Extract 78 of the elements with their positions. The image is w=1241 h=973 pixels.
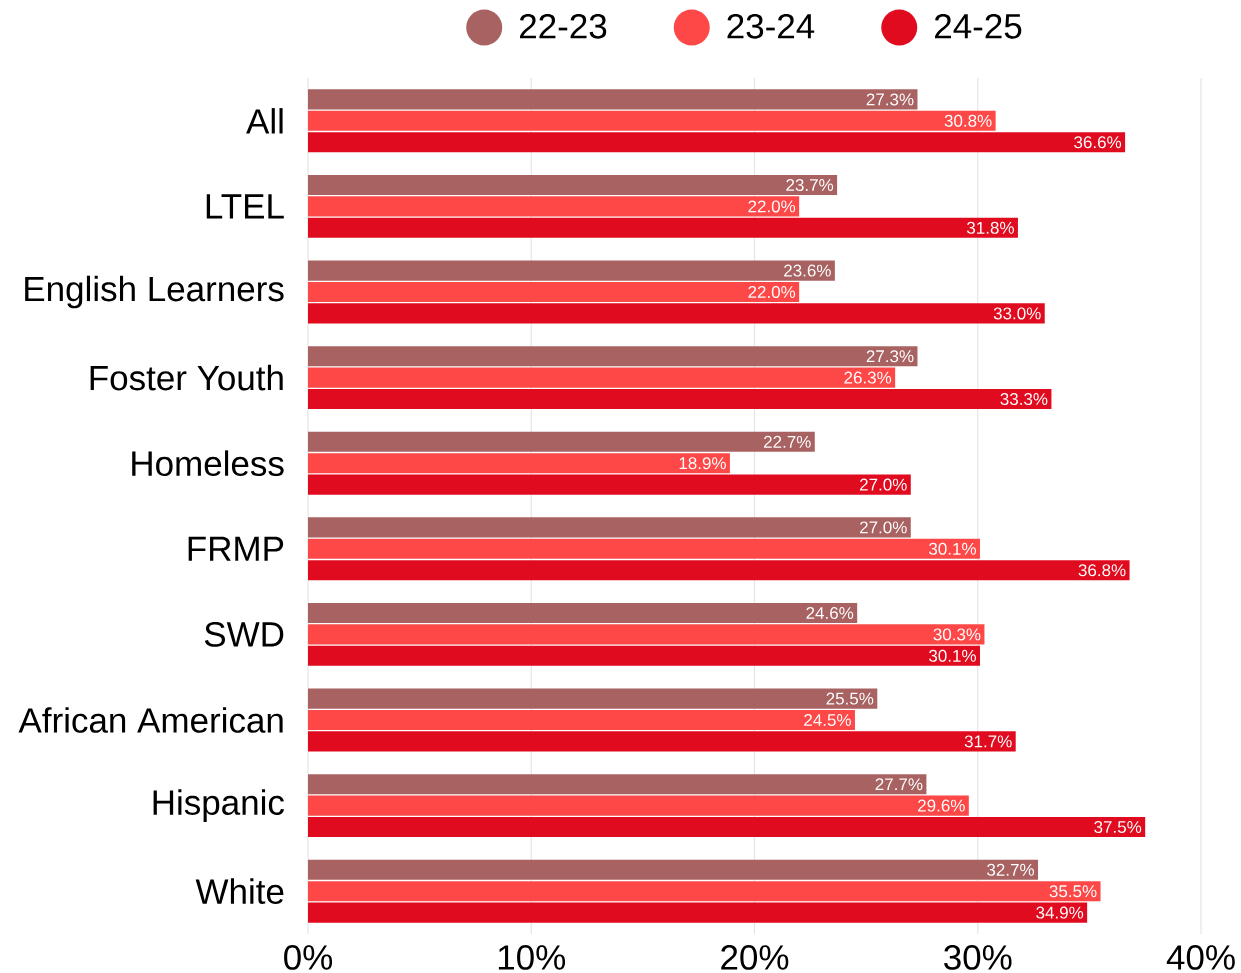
y-tick-label: African American: [18, 707, 283, 733]
y-tick-label: All: [246, 108, 283, 134]
y-tick-label: Hispanic: [153, 789, 284, 822]
y-tick-label: Foster Youth: [90, 364, 283, 391]
bar: [308, 388, 1052, 410]
y-tick-label: LTEL: [206, 194, 284, 219]
data-label: 37.5%: [1094, 820, 1142, 834]
data-label: 26.3%: [844, 371, 892, 384]
data-label: 30.1%: [929, 542, 976, 555]
bar: [308, 859, 1039, 880]
x-tick-label: 30%: [944, 945, 1012, 970]
y-tick-label: White: [195, 878, 284, 905]
bar: [308, 217, 1018, 238]
data-label: 27.7%: [875, 778, 923, 791]
data-label: 33.0%: [993, 307, 1041, 320]
legend-label: 23-24: [727, 13, 815, 39]
bar: [308, 303, 1045, 324]
data-label: 23.7%: [786, 179, 834, 192]
bar: [308, 431, 815, 452]
bar: [308, 816, 1146, 838]
x-tick-label: 0%: [284, 945, 333, 970]
bar: [308, 538, 980, 559]
bar: [308, 281, 800, 303]
data-label: 22.0%: [748, 200, 796, 213]
data-label: 22.0%: [748, 286, 796, 299]
data-label: 27.3%: [866, 350, 914, 363]
data-label: 36.8%: [1078, 564, 1126, 577]
bar: [308, 196, 800, 217]
data-label: 27.0%: [860, 521, 907, 534]
bar: [308, 602, 858, 624]
bar: [308, 110, 996, 131]
bar: [308, 474, 911, 495]
data-label: 24.6%: [806, 607, 854, 620]
data-label: 35.5%: [1049, 885, 1097, 898]
data-label: 31.7%: [964, 735, 1012, 748]
y-tick-label: SWD: [204, 622, 284, 647]
y-tick-label: English Learners: [25, 275, 284, 309]
bar: [308, 517, 911, 538]
data-label: 32.7%: [987, 863, 1035, 876]
data-label: 27.0%: [860, 478, 907, 491]
bar: [308, 624, 985, 645]
bar: [308, 774, 927, 795]
legend-label: 22-23: [519, 13, 607, 39]
y-tick-label: FRMP: [188, 536, 284, 561]
data-label: 24.5%: [804, 714, 851, 727]
data-label: 30.3%: [933, 628, 981, 641]
data-label: 18.9%: [679, 457, 726, 470]
x-tick-label: 20%: [721, 945, 789, 970]
data-label: 30.8%: [944, 114, 992, 127]
bar: [308, 89, 918, 110]
data-label: 25.5%: [826, 692, 874, 705]
data-label: 34.9%: [1036, 906, 1084, 919]
bar: [308, 346, 918, 367]
bar: [308, 688, 878, 709]
data-label: 23.6%: [784, 264, 831, 277]
data-label: 30.1%: [929, 649, 976, 662]
bar: [308, 902, 1088, 923]
bar: [308, 453, 730, 474]
bar: [308, 174, 838, 196]
data-label: 29.6%: [918, 799, 965, 812]
bar: [308, 132, 1126, 153]
x-tick-label: 40%: [1166, 945, 1235, 970]
bar: [308, 731, 1016, 752]
bar: [308, 881, 1101, 902]
bar: [308, 645, 980, 666]
bar: [308, 709, 855, 731]
bar: [308, 367, 896, 388]
bar: [308, 260, 835, 281]
y-tick-label: Homeless: [132, 450, 284, 477]
data-label: 22.7%: [764, 435, 811, 448]
x-tick-label: 10%: [498, 945, 566, 970]
data-label: 33.3%: [1000, 393, 1048, 406]
data-label: 36.6%: [1074, 136, 1122, 149]
legend-label: 24-25: [935, 13, 1022, 39]
bar: [308, 560, 1130, 581]
bar: [308, 795, 969, 816]
data-label: 31.8%: [966, 221, 1014, 234]
data-label: 27.3%: [866, 93, 914, 106]
